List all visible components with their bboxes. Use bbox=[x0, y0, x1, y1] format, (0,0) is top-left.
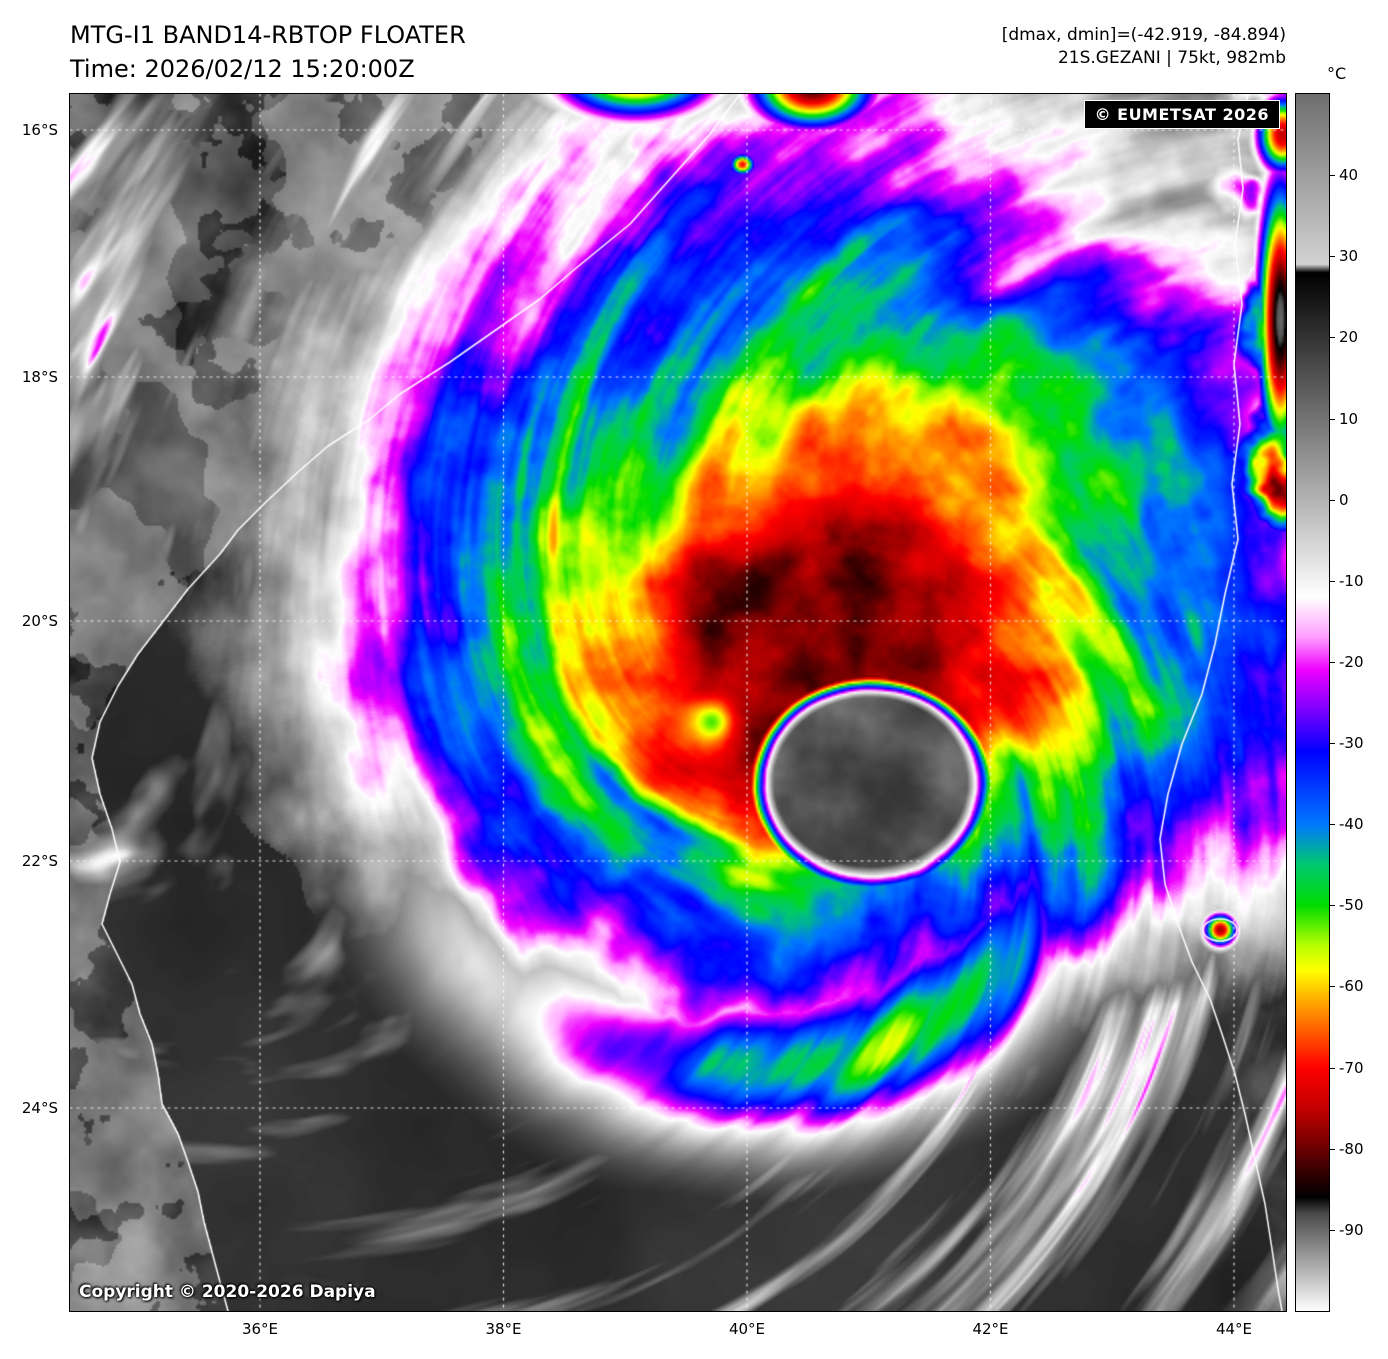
storm-info: 21S.GEZANI | 75kt, 982mb bbox=[1057, 48, 1286, 68]
colorbar-tick-2 bbox=[1330, 337, 1335, 339]
lon-axis-label-1: 38°E bbox=[485, 1320, 522, 1338]
colorbar-tick-label-0: 40 bbox=[1339, 166, 1359, 185]
colorbar-tick-label-11: -70 bbox=[1339, 1058, 1364, 1077]
colorbar-tick-label-4: 0 bbox=[1339, 490, 1349, 509]
colorbar-tick-label-9: -50 bbox=[1339, 896, 1364, 915]
lon-axis-label-3: 42°E bbox=[972, 1320, 1009, 1338]
colorbar-tick-5 bbox=[1330, 580, 1335, 582]
figure-header: MTG-I1 BAND14-RBTOP FLOATER Time: 2026/0… bbox=[70, 18, 466, 86]
colorbar-tick-label-6: -20 bbox=[1339, 652, 1364, 671]
copyright-notice: Copyright © 2020-2026 Dapiya bbox=[79, 1282, 376, 1302]
colorbar-tick-4 bbox=[1330, 499, 1335, 501]
colorbar-tick-12 bbox=[1330, 1148, 1335, 1150]
colorbar-tick-label-12: -80 bbox=[1339, 1139, 1364, 1158]
figure-header-right: [dmax, dmin]=(-42.919, -84.894) 21S.GEZA… bbox=[1002, 24, 1286, 70]
colorbar-tick-3 bbox=[1330, 418, 1335, 420]
lon-axis-label-4: 44°E bbox=[1215, 1320, 1253, 1338]
dmax-dmin-readout: [dmax, dmin]=(-42.919, -84.894) bbox=[1001, 25, 1286, 45]
colorbar-tick-13 bbox=[1330, 1229, 1335, 1231]
figure-title: MTG-I1 BAND14-RBTOP FLOATER bbox=[70, 21, 466, 49]
colorbar-tick-0 bbox=[1330, 175, 1335, 177]
figure-timestamp: Time: 2026/02/12 15:20:00Z bbox=[70, 55, 415, 83]
lon-axis-label-2: 40°E bbox=[728, 1320, 766, 1338]
colorbar-unit-label: °C bbox=[1327, 64, 1347, 83]
map-area: © EUMETSAT 2026 Copyright © 2020-2026 Da… bbox=[69, 93, 1287, 1312]
lat-axis-label-1: 18°S bbox=[21, 368, 58, 386]
colorbar bbox=[1295, 93, 1330, 1312]
colorbar-tick-10 bbox=[1330, 986, 1335, 988]
lat-axis-label-2: 20°S bbox=[21, 612, 58, 630]
colorbar-tick-6 bbox=[1330, 661, 1335, 663]
map-overlay-canvas bbox=[70, 94, 1286, 1311]
colorbar-tick-label-1: 30 bbox=[1339, 247, 1359, 266]
colorbar-tick-label-7: -30 bbox=[1339, 734, 1364, 753]
lat-axis-label-0: 16°S bbox=[21, 121, 58, 139]
eumetsat-badge: © EUMETSAT 2026 bbox=[1083, 100, 1280, 129]
colorbar-tick-label-2: 20 bbox=[1339, 328, 1359, 347]
colorbar-tick-label-3: 10 bbox=[1339, 409, 1359, 428]
colorbar-tick-label-5: -10 bbox=[1339, 571, 1364, 590]
lon-axis-label-0: 36°E bbox=[241, 1320, 279, 1338]
colorbar-tick-11 bbox=[1330, 1067, 1335, 1069]
colorbar-tick-7 bbox=[1330, 743, 1335, 745]
lat-axis-label-4: 24°S bbox=[21, 1099, 58, 1117]
colorbar-tick-9 bbox=[1330, 905, 1335, 907]
colorbar-tick-label-10: -60 bbox=[1339, 977, 1364, 996]
colorbar-tick-label-8: -40 bbox=[1339, 815, 1364, 834]
colorbar-tick-label-13: -90 bbox=[1339, 1220, 1364, 1239]
colorbar-tick-8 bbox=[1330, 824, 1335, 826]
lat-axis-label-3: 22°S bbox=[21, 852, 58, 870]
colorbar-tick-1 bbox=[1330, 256, 1335, 258]
